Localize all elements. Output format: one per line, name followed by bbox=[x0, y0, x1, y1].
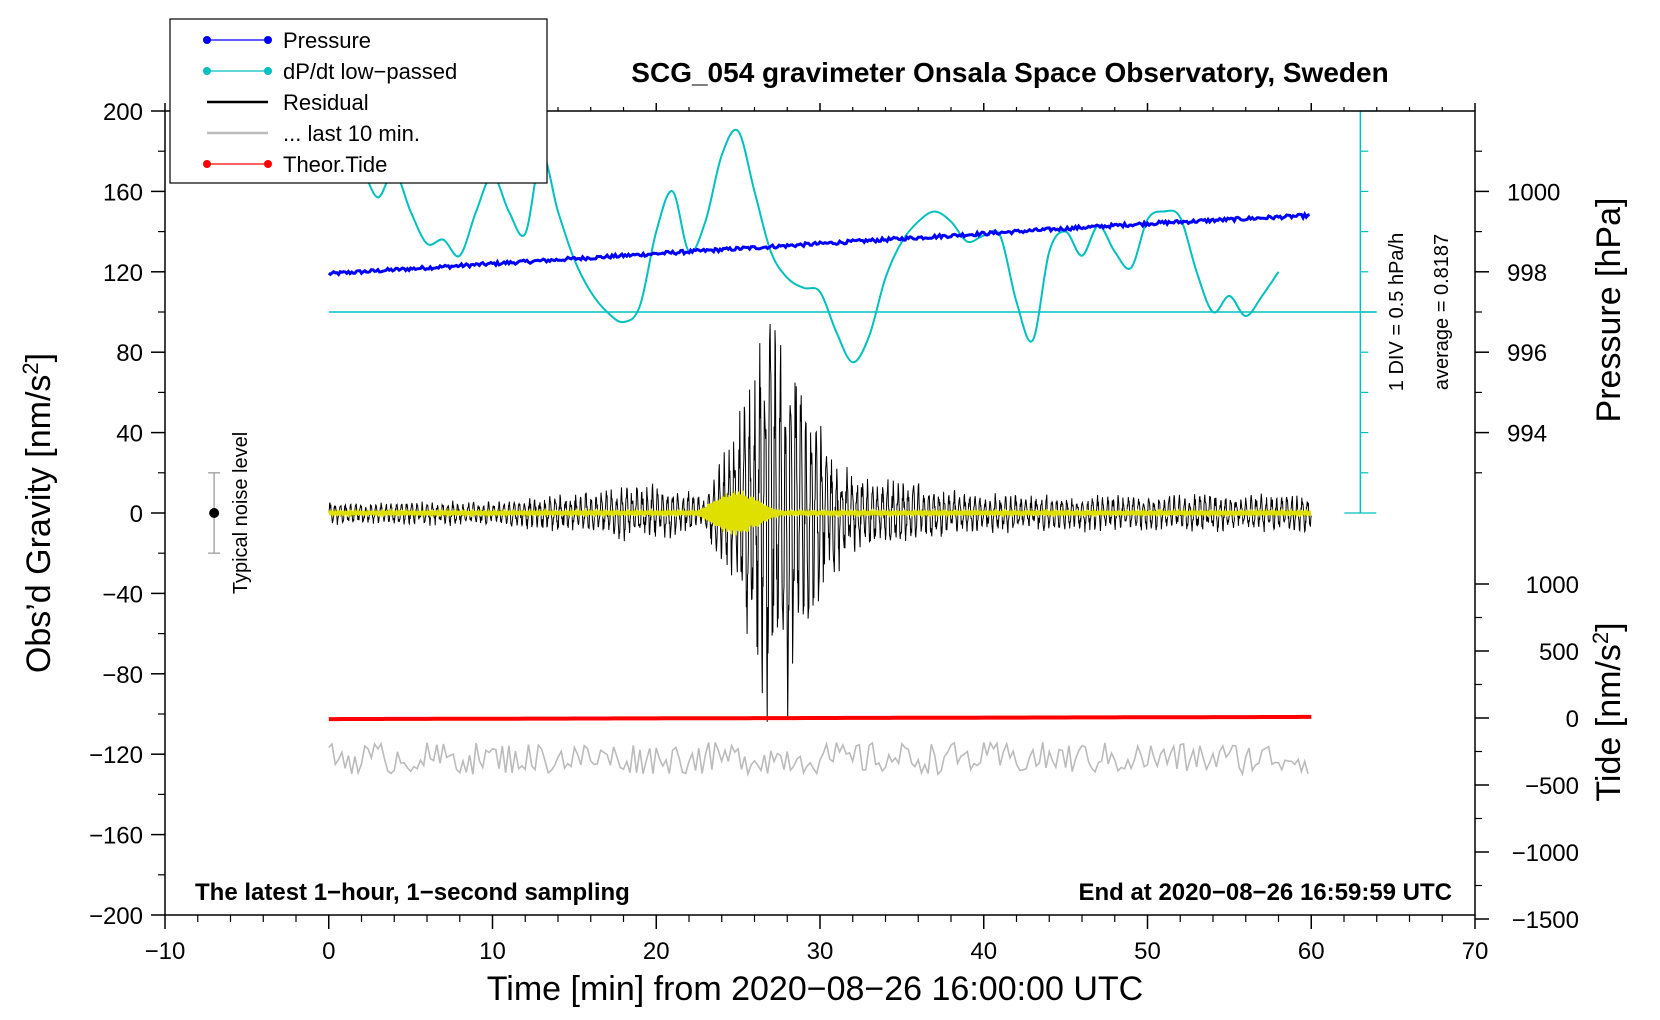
y-axis-left-label-sup: 2 bbox=[18, 362, 43, 374]
y-axis-left-label: Obs’d Gravity [nm/s2] bbox=[18, 353, 58, 673]
legend-swatch-marker bbox=[264, 36, 272, 44]
legend-swatch-marker bbox=[203, 67, 211, 75]
tide-tick-label: −1000 bbox=[1512, 840, 1579, 867]
y-axis-left-label-end: ] bbox=[20, 353, 58, 362]
x-tick-label: 70 bbox=[1462, 938, 1489, 965]
pressure-tick-label: 1000 bbox=[1507, 179, 1560, 206]
tide-tick-label: −500 bbox=[1525, 773, 1579, 800]
y-tick-label: 40 bbox=[116, 421, 143, 448]
y-tick-label: 80 bbox=[116, 340, 143, 367]
y-tick-label: −160 bbox=[89, 823, 143, 850]
series-layer bbox=[208, 110, 1377, 778]
x-tick-label: 0 bbox=[322, 938, 335, 965]
legend: Pressure dP/dt low−passed Residual ... last… bbox=[169, 18, 548, 184]
sampling-note: The latest 1−hour, 1−second sampling bbox=[195, 879, 630, 906]
y-tick-label: 160 bbox=[103, 179, 143, 206]
residual-line bbox=[328, 323, 1312, 722]
y-tick-label: 200 bbox=[103, 99, 143, 126]
y-tick-label: −120 bbox=[89, 742, 143, 769]
y-axis-tide-label-main: Tide [nm/s bbox=[1590, 644, 1628, 801]
y-axis-tide-label: Tide [nm/s2] bbox=[1588, 622, 1628, 801]
y-tick-label: 0 bbox=[130, 501, 143, 528]
x-tick-label: 40 bbox=[970, 938, 997, 965]
legend-label: ... last 10 min. bbox=[283, 121, 420, 146]
tide-tick-label: 1000 bbox=[1526, 572, 1579, 599]
dpdt-line bbox=[344, 128, 1280, 364]
pressure-tick-label: 998 bbox=[1507, 260, 1547, 287]
x-tick-label: 60 bbox=[1298, 938, 1325, 965]
y-axis-tide-label-end: ] bbox=[1590, 622, 1628, 631]
x-axis-label: Time [min] from 2020−08−26 16:00:00 UTC bbox=[487, 970, 1143, 1008]
x-tick-label: −10 bbox=[145, 938, 186, 965]
legend-label: Residual bbox=[283, 90, 369, 115]
y-tick-label: −200 bbox=[89, 903, 143, 930]
legend-label: Theor.Tide bbox=[283, 152, 387, 177]
tide-line bbox=[328, 714, 1312, 722]
y-axis-tide-label-sup: 2 bbox=[1588, 632, 1613, 644]
dpdt-scale-label: 1 DIV = 0.5 hPa/h bbox=[1386, 233, 1408, 391]
x-tick-label: 30 bbox=[807, 938, 834, 965]
tide-tick-label: 500 bbox=[1539, 639, 1579, 666]
pressure-line bbox=[327, 210, 1311, 277]
legend-swatch-marker bbox=[203, 36, 211, 44]
residual-filtered-line bbox=[327, 490, 1312, 536]
y-tick-label: −80 bbox=[102, 662, 143, 689]
pressure-tick-label: 996 bbox=[1507, 340, 1547, 367]
x-tick-label: 50 bbox=[1134, 938, 1161, 965]
pressure-tick-label: 994 bbox=[1507, 421, 1547, 448]
axes-layer: −10 0 10 20 30 40 50 60 70 200 160 120 80 40 0 −40 −80 −1… bbox=[89, 99, 1579, 965]
chart-title: SCG_054 gravimeter Onsala Space Observat… bbox=[631, 57, 1388, 88]
y-axis-left-label-main: Obs’d Gravity [nm/s bbox=[20, 375, 58, 674]
y-tick-label: −40 bbox=[102, 581, 143, 608]
tide-tick-label: −1500 bbox=[1512, 907, 1579, 934]
legend-label: Pressure bbox=[283, 28, 371, 53]
legend-swatch-marker bbox=[264, 160, 272, 168]
legend-swatch-marker bbox=[203, 160, 211, 168]
last-10-min-line bbox=[328, 740, 1309, 778]
tide-tick-label: 0 bbox=[1566, 706, 1579, 733]
end-time-note: End at 2020−08−26 16:59:59 UTC bbox=[1078, 879, 1452, 906]
dpdt-average-label: average = 0.8187 bbox=[1431, 234, 1453, 390]
y-tick-label: 120 bbox=[103, 260, 143, 287]
noise-bar-center bbox=[209, 508, 220, 518]
legend-swatch-marker bbox=[264, 67, 272, 75]
x-tick-label: 20 bbox=[643, 938, 670, 965]
y-axis-pressure-label: Pressure [hPa] bbox=[1590, 198, 1628, 423]
legend-label: dP/dt low−passed bbox=[283, 59, 457, 84]
noise-level-label: Typical noise level bbox=[230, 432, 252, 594]
x-tick-label: 10 bbox=[479, 938, 506, 965]
